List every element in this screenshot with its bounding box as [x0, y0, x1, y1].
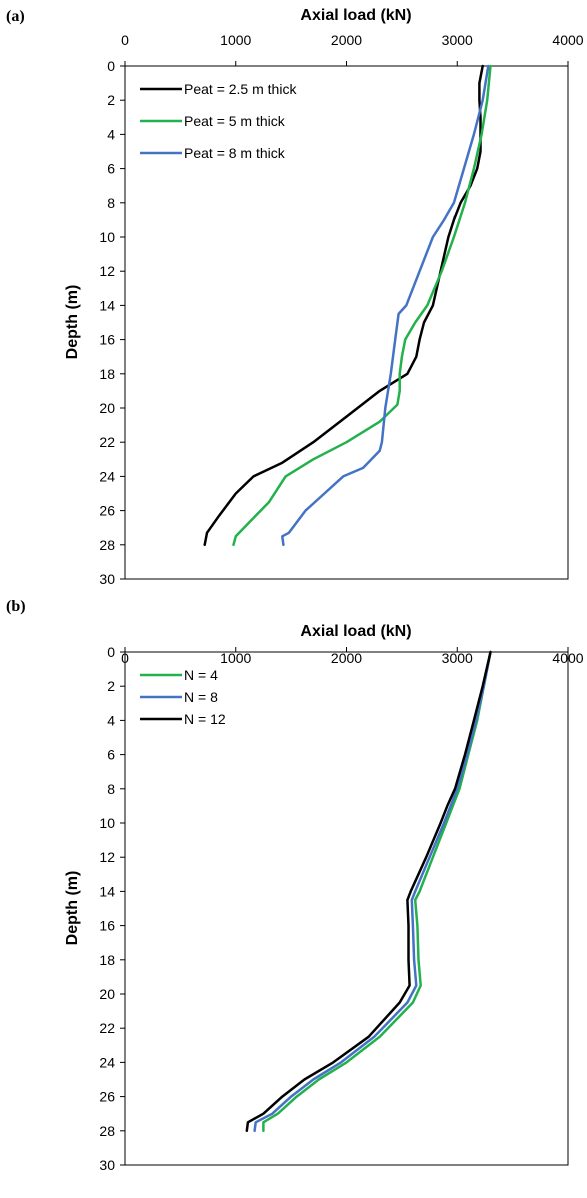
legend: Peat = 2.5 m thick Peat = 5 m thick Peat =… [140, 81, 297, 161]
plot-area-frame [124, 651, 569, 1166]
y-tick-label: 24 [99, 1054, 115, 1070]
legend-label: Peat = 8 m thick [184, 145, 286, 161]
y-tick-label: 0 [107, 58, 115, 74]
x-tick-label: 1000 [220, 650, 251, 666]
panel-label: (a) [6, 8, 25, 25]
y-tick-label: 6 [107, 161, 115, 177]
y-tick-label: 2 [107, 678, 115, 694]
legend-label: N = 4 [184, 667, 218, 683]
y-tick-label: 6 [107, 747, 115, 763]
plot-area-frame [124, 65, 569, 580]
series-line-1 [203, 64, 484, 547]
legend-label: N = 8 [184, 689, 218, 705]
y-tick-label: 12 [99, 263, 115, 279]
legend-label: Peat = 5 m thick [184, 113, 286, 129]
y-tick-label: 16 [99, 918, 115, 934]
legend-label: Peat = 2.5 m thick [184, 81, 297, 97]
panel-b: (b) Axial load (kN) Depth (m) 0 1000 2000 3… [6, 598, 584, 1173]
y-axis-title: Depth (m) [64, 871, 81, 946]
series-group [203, 64, 492, 547]
y-tick-label: 2 [107, 92, 115, 108]
y-tick-label: 18 [99, 366, 115, 382]
y-tick-label: 12 [99, 849, 115, 865]
y-tick-label: 18 [99, 952, 115, 968]
series-line-2 [253, 650, 492, 1133]
x-tick-label: 0 [121, 32, 129, 48]
x-tick-label: 1000 [220, 32, 251, 48]
y-tick-label: 14 [99, 883, 115, 899]
series-line-1 [262, 650, 492, 1133]
y-tick-label: 8 [107, 781, 115, 797]
x-tick-label: 4000 [552, 32, 583, 48]
y-tick-label: 30 [99, 571, 115, 587]
y-tick-label: 20 [99, 986, 115, 1002]
x-tick-label: 2000 [331, 32, 362, 48]
legend: N = 4 N = 8 N = 12 [140, 667, 226, 727]
x-axis-title: Axial load (kN) [300, 623, 411, 640]
x-tick-label: 3000 [442, 650, 473, 666]
panel-label: (b) [6, 598, 26, 615]
y-tick-label: 14 [99, 297, 115, 313]
y-tick-label: 0 [107, 644, 115, 660]
tick-group: 0 1000 2000 3000 400002468101214161820222426… [99, 644, 583, 1173]
y-tick-label: 10 [99, 815, 115, 831]
x-tick-label: 4000 [552, 650, 583, 666]
y-tick-label: 16 [99, 332, 115, 348]
x-axis-title: Axial load (kN) [300, 7, 411, 24]
series-line-2 [232, 64, 492, 547]
y-tick-label: 22 [99, 434, 115, 450]
y-tick-label: 30 [99, 1157, 115, 1173]
panel-a: (a) Axial load (kN) Depth (m) 0 1000 2000 3… [6, 7, 584, 587]
x-tick-label: 3000 [442, 32, 473, 48]
y-tick-label: 4 [107, 712, 115, 728]
y-tick-label: 22 [99, 1020, 115, 1036]
x-tick-label: 0 [121, 650, 129, 666]
legend-label: N = 12 [184, 711, 226, 727]
y-tick-label: 26 [99, 503, 115, 519]
series-line-3 [281, 64, 490, 547]
y-tick-label: 24 [99, 468, 115, 484]
y-tick-label: 20 [99, 400, 115, 416]
y-tick-label: 28 [99, 537, 115, 553]
y-tick-label: 4 [107, 126, 115, 142]
y-tick-label: 28 [99, 1123, 115, 1139]
tick-group: 0 1000 2000 3000 400002468101214161820222426… [99, 32, 583, 587]
x-tick-label: 2000 [331, 650, 362, 666]
y-axis-title: Depth (m) [64, 285, 81, 360]
series-group [245, 650, 492, 1133]
series-line-3 [245, 650, 492, 1133]
y-tick-label: 26 [99, 1089, 115, 1105]
y-tick-label: 10 [99, 229, 115, 245]
y-tick-label: 8 [107, 195, 115, 211]
